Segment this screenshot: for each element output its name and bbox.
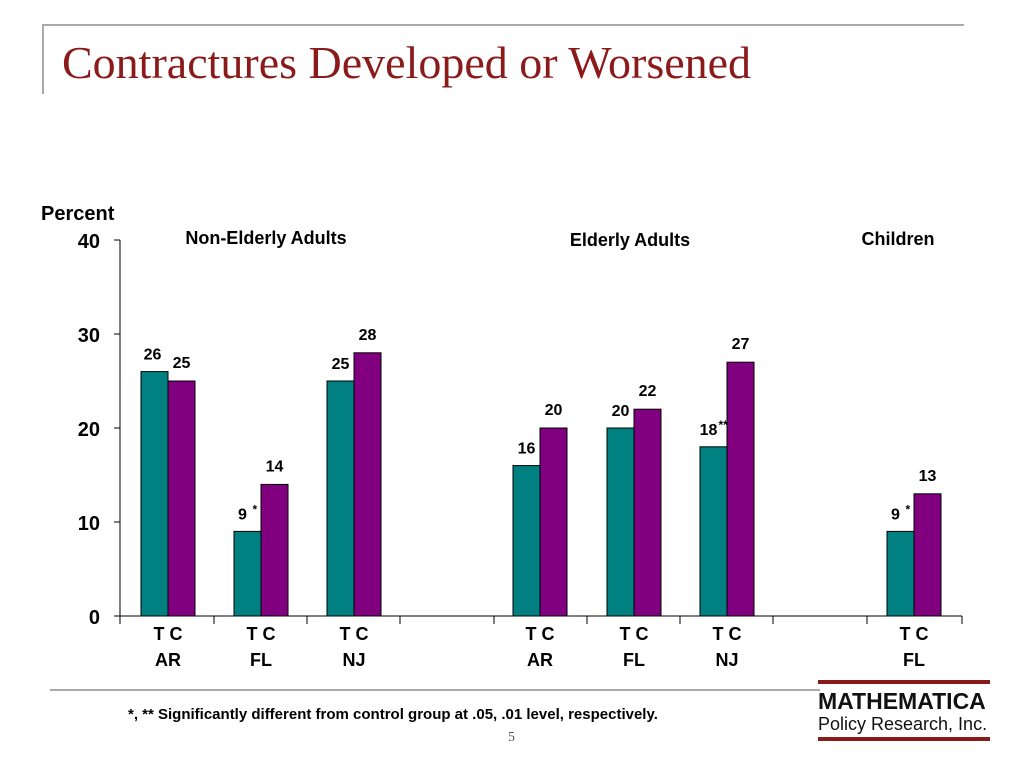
group-label: Non-Elderly Adults xyxy=(185,228,346,248)
bar-treatment xyxy=(699,446,728,617)
logo-top-bar xyxy=(818,680,990,684)
y-tick-label: 30 xyxy=(78,325,100,347)
bar-control xyxy=(539,427,568,617)
group-label: Children xyxy=(861,229,934,249)
data-label-control: 22 xyxy=(639,383,657,400)
x-category-series-label: T C xyxy=(154,624,183,644)
x-category-state-label: NJ xyxy=(342,650,365,670)
data-label-control: 14 xyxy=(266,458,284,475)
logo-name: MATHEMATICA xyxy=(818,688,986,714)
x-category-state-label: FL xyxy=(250,650,272,670)
mathematica-logo: MATHEMATICA Policy Research, Inc. xyxy=(818,680,998,746)
data-label-control: 20 xyxy=(545,402,563,419)
bar-control xyxy=(913,493,942,617)
bar-treatment xyxy=(326,380,355,617)
y-tick-label: 20 xyxy=(78,419,100,441)
bar-treatment xyxy=(140,371,169,617)
bar-control xyxy=(260,483,289,617)
data-label-treatment: 20 xyxy=(612,403,630,420)
group-label: Elderly Adults xyxy=(570,230,690,250)
bar-control xyxy=(167,380,196,617)
x-category-series-label: T C xyxy=(247,624,276,644)
logo-subtitle: Policy Research, Inc. xyxy=(818,714,988,734)
data-label-control: 28 xyxy=(359,327,377,344)
x-category-series-label: T C xyxy=(713,624,742,644)
bar-chart: Percent 0 10 20 30 40 Non-Elderly Adults Elderl… xyxy=(41,203,963,670)
y-axis-label: Percent xyxy=(41,203,115,225)
data-label-treatment: 26 xyxy=(144,347,162,364)
footer-rule xyxy=(50,689,820,691)
data-label-treatment: 9 xyxy=(238,506,247,523)
x-category-state-label: FL xyxy=(903,650,925,670)
data-label-treatment: 9 xyxy=(891,506,900,523)
significance-marker: * xyxy=(906,502,911,516)
bar-control xyxy=(633,408,662,617)
significance-marker: * xyxy=(253,502,258,516)
significance-footnote: *, ** Significantly different from contr… xyxy=(128,706,658,723)
x-category-series-label: T C xyxy=(340,624,369,644)
bar-treatment xyxy=(233,530,262,617)
data-label-control: 25 xyxy=(173,355,191,372)
data-label-control: 13 xyxy=(919,468,937,485)
logo-bottom-bar xyxy=(818,737,990,741)
x-category-series-label: T C xyxy=(900,624,929,644)
title-rule-left xyxy=(42,24,44,94)
bar-treatment xyxy=(512,465,541,617)
bar-control xyxy=(353,352,382,617)
x-category-series-label: T C xyxy=(526,624,555,644)
bar-treatment xyxy=(886,530,915,617)
data-label-treatment: 25 xyxy=(332,356,350,373)
x-category-state-label: NJ xyxy=(715,650,738,670)
data-label-control: 27 xyxy=(732,336,750,353)
bar-control xyxy=(726,361,755,617)
y-tick-label: 40 xyxy=(78,231,100,253)
x-category-state-label: FL xyxy=(623,650,645,670)
title-rule-top xyxy=(42,24,964,26)
x-category-series-label: T C xyxy=(620,624,649,644)
y-tick-label: 0 xyxy=(89,607,100,629)
data-label-treatment: 18 xyxy=(700,422,718,439)
data-label-treatment: 16 xyxy=(518,441,536,458)
x-category-state-label: AR xyxy=(527,650,553,670)
y-tick-label: 10 xyxy=(78,513,100,535)
significance-marker: ** xyxy=(719,418,729,432)
slide-title: Contractures Developed or Worsened xyxy=(62,37,752,88)
page-number: 5 xyxy=(508,730,515,745)
x-category-state-label: AR xyxy=(155,650,181,670)
bar-treatment xyxy=(606,427,635,617)
